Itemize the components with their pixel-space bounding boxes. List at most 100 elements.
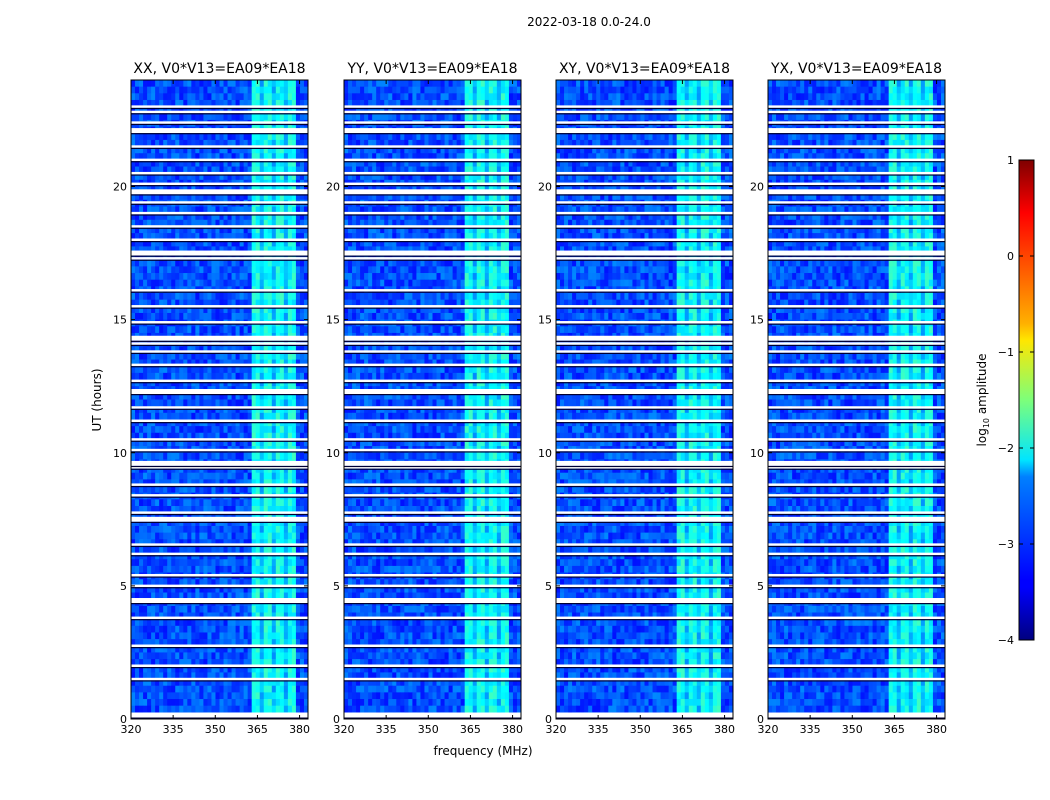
waterfall-cell (179, 80, 184, 88)
waterfall-cell (131, 233, 136, 241)
waterfall-cell (255, 206, 261, 214)
waterfall-cell (255, 525, 261, 534)
waterfall-cell (247, 632, 253, 640)
waterfall-cell (267, 219, 273, 227)
waterfall-cell (259, 233, 265, 241)
waterfall-cell (283, 106, 289, 114)
waterfall-cell (187, 525, 192, 534)
waterfall-cell (203, 472, 208, 480)
waterfall-cell (267, 206, 273, 214)
waterfall-cell (247, 705, 253, 713)
waterfall-cell (131, 239, 136, 247)
waterfall-cell (207, 146, 212, 154)
waterfall-cell (187, 705, 192, 713)
waterfall-cell (243, 266, 249, 274)
waterfall-cell (275, 692, 281, 700)
waterfall-cell (135, 173, 140, 181)
waterfall-cell (291, 153, 297, 161)
waterfall-cell (412, 133, 417, 141)
waterfall-cell (175, 312, 180, 321)
waterfall-cell (464, 133, 470, 141)
waterfall-cell (131, 632, 136, 640)
waterfall-cell (295, 273, 301, 281)
waterfall-cell (436, 133, 441, 141)
waterfall-cell (171, 139, 176, 147)
waterfall-cell (195, 139, 200, 147)
waterfall-cell (143, 146, 148, 154)
waterfall-cell (295, 173, 301, 181)
waterfall-cell (143, 625, 148, 633)
waterfall-cell (147, 312, 152, 321)
waterfall-cell (267, 239, 273, 247)
waterfall-cell (143, 279, 148, 287)
waterfall-cell (131, 266, 136, 274)
flagged-row (131, 573, 308, 577)
waterfall-cell (231, 213, 236, 221)
waterfall-cell (404, 133, 409, 141)
waterfall-cell (271, 213, 277, 221)
waterfall-cell (299, 293, 305, 301)
waterfall-cell (400, 80, 405, 88)
waterfall-cell (135, 293, 140, 301)
waterfall-cell (131, 372, 136, 380)
waterfall-cell (167, 193, 172, 201)
waterfall-cell (203, 625, 208, 633)
waterfall-cell (199, 565, 204, 573)
waterfall-cell (155, 153, 160, 161)
waterfall-cell (275, 565, 281, 573)
waterfall-cell (211, 372, 216, 380)
waterfall-cell (295, 206, 301, 214)
waterfall-cell (271, 699, 277, 707)
waterfall-cell (183, 472, 188, 480)
waterfall-cell (223, 213, 228, 221)
waterfall-cell (223, 239, 228, 247)
waterfall-cell (155, 133, 160, 141)
waterfall-cell (259, 139, 265, 147)
waterfall-cell (167, 399, 172, 407)
waterfall-cell (287, 412, 293, 420)
waterfall-cell (183, 326, 188, 334)
waterfall-cell (143, 532, 148, 540)
waterfall-cell (151, 246, 156, 254)
waterfall-cell (199, 705, 204, 713)
waterfall-cell (291, 705, 297, 713)
waterfall-cell (279, 193, 285, 201)
waterfall-cell (207, 632, 212, 640)
waterfall-cell (175, 213, 180, 221)
waterfall-cell (432, 86, 437, 94)
waterfall-cell (271, 472, 277, 480)
flagged-row (131, 460, 308, 466)
waterfall-cell (175, 699, 180, 707)
waterfall-cell (187, 625, 192, 633)
waterfall-cell (179, 299, 184, 307)
waterfall-cell (175, 246, 180, 254)
waterfall-cell (211, 159, 216, 167)
waterfall-cell (271, 206, 277, 214)
waterfall-cell (275, 426, 281, 434)
waterfall-cell (287, 426, 293, 434)
waterfall-cell (207, 219, 212, 227)
waterfall-cell (219, 159, 224, 167)
waterfall-cell (291, 452, 297, 460)
waterfall-cell (179, 625, 184, 633)
waterfall-cell (155, 166, 160, 174)
waterfall-cell (259, 699, 265, 707)
waterfall-cell (199, 166, 204, 174)
waterfall-cell (195, 219, 200, 227)
waterfall-cell (251, 80, 257, 88)
waterfall-cell (251, 685, 257, 693)
waterfall-cell (219, 326, 224, 334)
waterfall-cell (171, 326, 176, 334)
waterfall-cell (219, 226, 224, 234)
waterfall-cell (271, 652, 277, 660)
waterfall-cell (231, 86, 236, 94)
waterfall-cell (147, 206, 152, 214)
waterfall-cell (183, 99, 188, 108)
waterfall-cell (203, 266, 208, 274)
waterfall-cell (175, 452, 180, 460)
waterfall-cell (239, 153, 245, 161)
waterfall-cell (183, 279, 188, 287)
flagged-row-edge (131, 485, 308, 488)
waterfall-cell (263, 559, 269, 567)
waterfall-cell (183, 113, 188, 121)
